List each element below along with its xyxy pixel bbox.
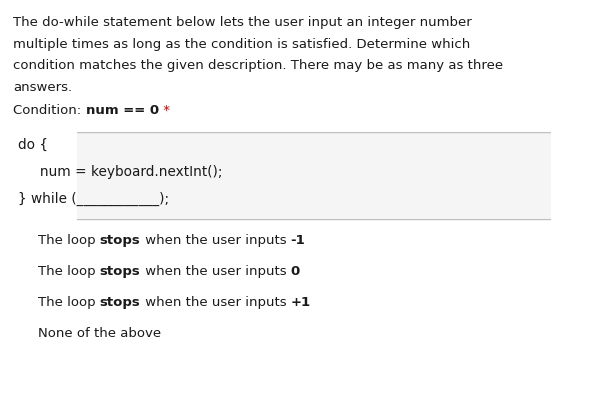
Text: None of the above: None of the above xyxy=(38,327,161,340)
Text: stops: stops xyxy=(100,265,141,278)
FancyBboxPatch shape xyxy=(9,230,33,253)
Text: Condition:: Condition: xyxy=(13,104,86,117)
Text: The loop: The loop xyxy=(38,265,100,278)
Text: when the user inputs: when the user inputs xyxy=(141,234,291,247)
Text: The loop: The loop xyxy=(38,296,100,309)
Text: condition matches the given description. There may be as many as three: condition matches the given description.… xyxy=(13,59,504,73)
Text: answers.: answers. xyxy=(13,81,73,94)
Text: num = keyboard.nextInt();: num = keyboard.nextInt(); xyxy=(18,165,223,179)
Text: *: * xyxy=(159,104,170,117)
Text: } while (____________);: } while (____________); xyxy=(18,192,170,206)
Text: stops: stops xyxy=(100,234,141,247)
FancyBboxPatch shape xyxy=(9,261,33,284)
Text: when the user inputs: when the user inputs xyxy=(141,265,291,278)
FancyBboxPatch shape xyxy=(9,292,33,315)
Text: +1: +1 xyxy=(291,296,310,309)
Text: -1: -1 xyxy=(291,234,305,247)
Text: when the user inputs: when the user inputs xyxy=(141,296,291,309)
Text: stops: stops xyxy=(100,296,141,309)
FancyBboxPatch shape xyxy=(4,133,595,220)
Text: num == 0: num == 0 xyxy=(86,104,159,117)
Text: The do-while statement below lets the user input an integer number: The do-while statement below lets the us… xyxy=(13,16,472,30)
Text: do {: do { xyxy=(18,138,48,152)
Text: multiple times as long as the condition is satisfied. Determine which: multiple times as long as the condition … xyxy=(13,38,471,51)
Text: The loop: The loop xyxy=(38,234,100,247)
Text: 0: 0 xyxy=(291,265,300,278)
FancyBboxPatch shape xyxy=(9,323,33,346)
